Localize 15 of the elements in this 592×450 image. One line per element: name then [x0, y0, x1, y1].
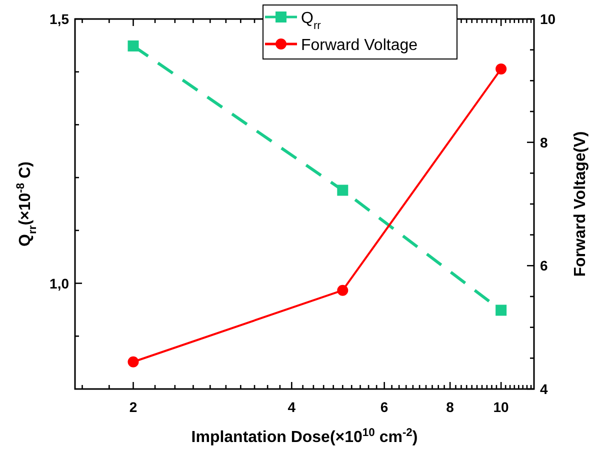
x-tick-label: 8 [446, 399, 454, 415]
x-tick-label: 6 [380, 399, 388, 415]
x-tick-label: 4 [288, 399, 296, 415]
legend-label: Q$_{rr}$ [301, 10, 322, 32]
x-axis-title: Implantation Dose(×10$^{10}$ cm$^{-2}$) [191, 427, 418, 446]
y-tick-label: 1,0 [50, 275, 70, 292]
x-tick-label: 2 [129, 399, 138, 415]
y2-tick-label: 4 [540, 381, 548, 397]
y-tick-label: 1,5 [50, 11, 70, 27]
legend-label: Forward Voltage [301, 37, 418, 54]
x-tick-label: 10 [493, 399, 510, 415]
y2-axis-title: Forward Voltage(V) [572, 131, 589, 277]
y2-tick-label: 6 [540, 258, 548, 274]
y2-tick-label: 8 [540, 134, 548, 150]
y2-tick-label: 10 [540, 11, 556, 27]
